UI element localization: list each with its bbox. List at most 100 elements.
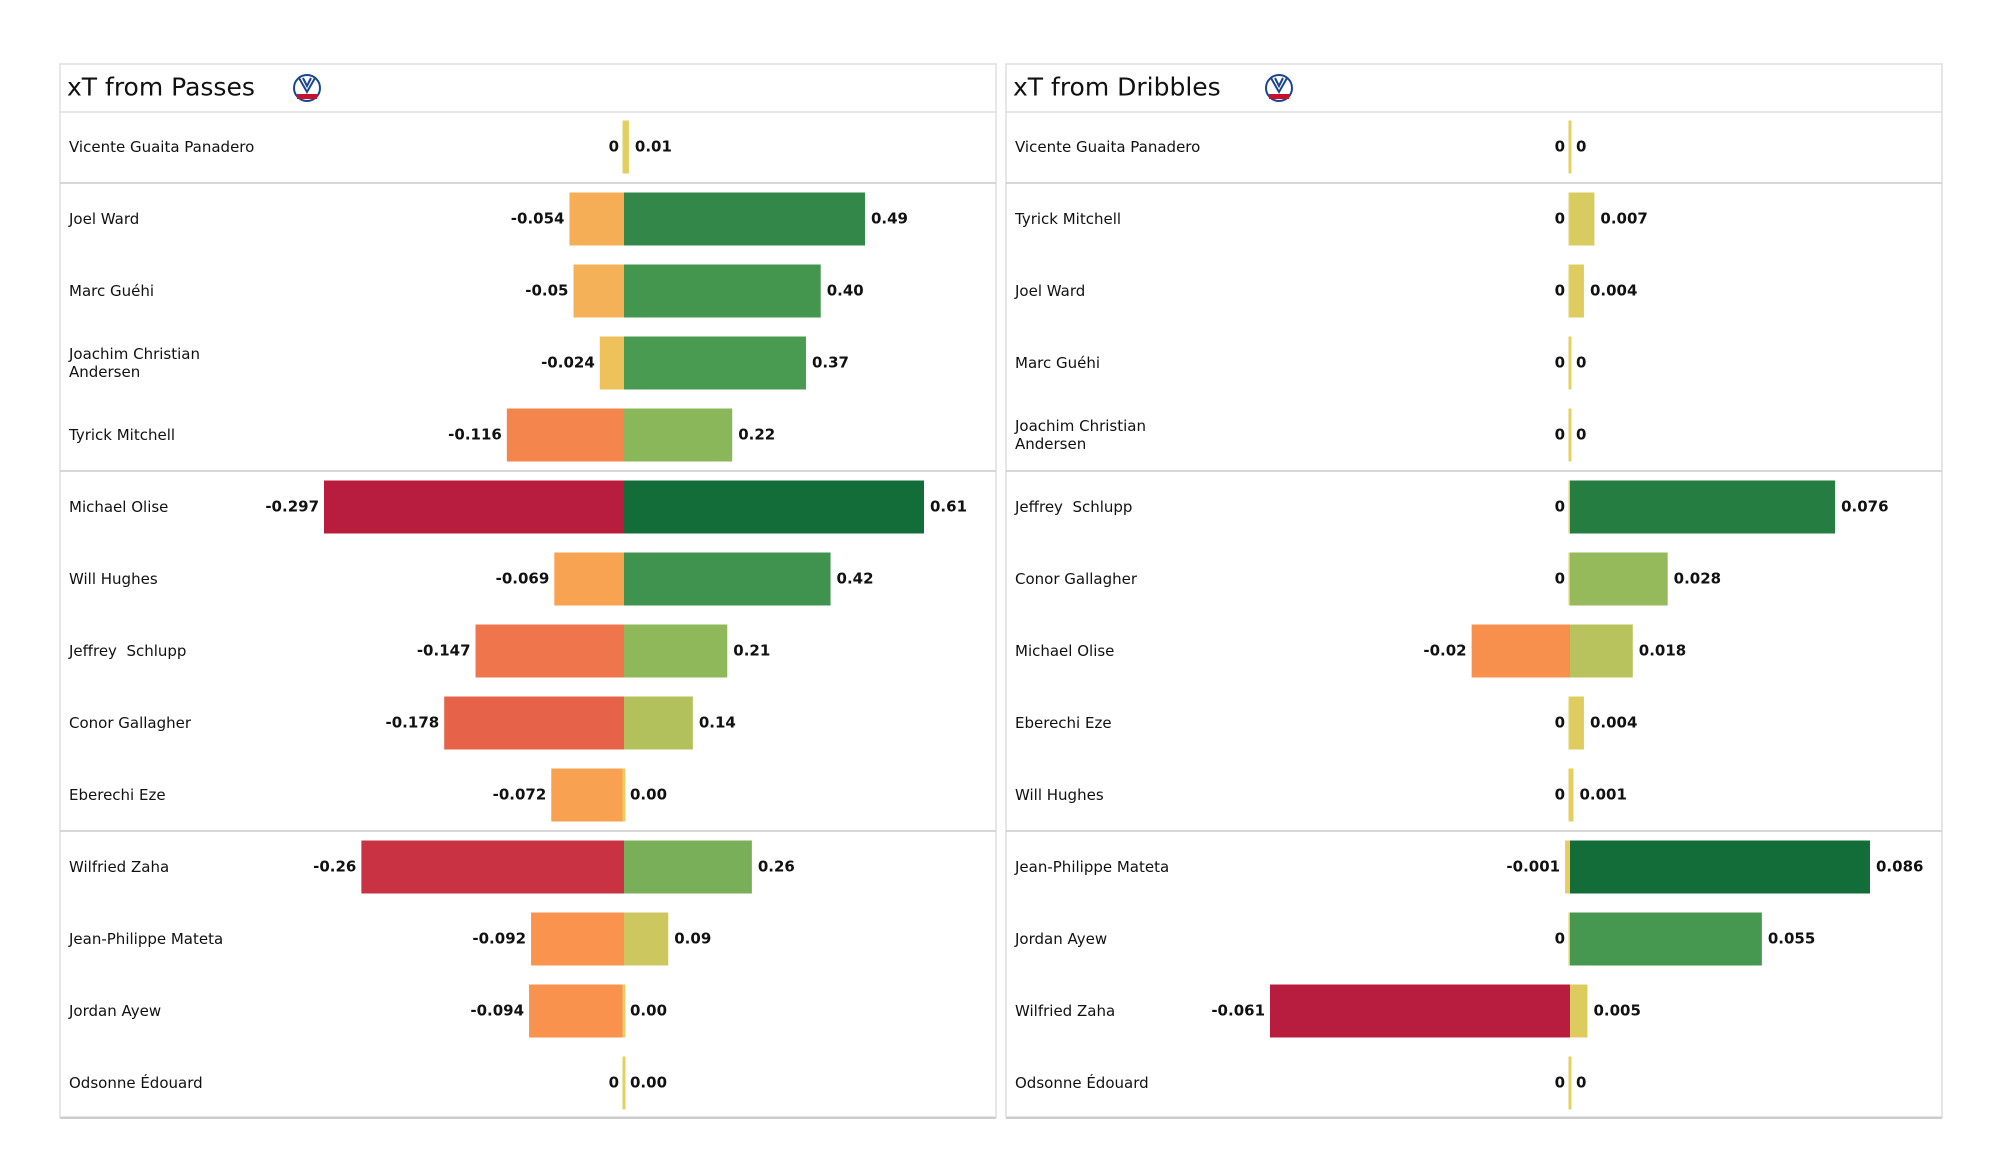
category-label: Eberechi Eze [69,786,166,804]
bar [529,984,624,1038]
value-label: 0.086 [1876,858,1923,876]
value-label: 0 [1555,210,1565,228]
value-label: 0.40 [827,282,864,300]
chart-title: xT from Passes [67,72,255,102]
value-label: -0.147 [417,642,471,660]
bar [624,624,728,678]
category-label: Marc Guéhi [1015,354,1101,372]
value-label: 0 [1576,1074,1586,1092]
bar [444,696,624,750]
value-label: 0 [1576,354,1586,372]
value-label: -0.024 [541,354,595,372]
value-label: -0.061 [1211,1002,1265,1020]
value-label: 0 [1555,426,1565,444]
category-label: Michael Olise [1015,642,1115,660]
value-label: 0 [1555,138,1565,156]
category-label: Jeffrey Schlupp [1015,498,1133,516]
bar [569,192,624,246]
bar [1568,408,1572,462]
value-label: 0.004 [1590,282,1637,300]
category-label: Eberechi Eze [1015,714,1112,732]
bar [324,480,624,534]
bar [624,192,865,246]
category-label: Jeffrey Schlupp [69,642,187,660]
category-label: Marc Guéhi [69,282,155,300]
value-label: 0 [1555,282,1565,300]
value-label: 0 [1555,354,1565,372]
value-label: 0.00 [630,1074,667,1092]
bar [1471,624,1570,678]
bar [624,264,821,318]
value-label: 0.37 [812,354,849,372]
bar [624,480,924,534]
value-label: 0 [1555,498,1565,516]
bar [475,624,624,678]
value-label: -0.02 [1423,642,1466,660]
value-label: -0.094 [470,1002,524,1020]
bar [622,984,626,1038]
category-label: Will Hughes [1015,786,1104,804]
value-label: 0 [1555,930,1565,948]
bar [551,768,624,822]
bar [531,912,624,966]
value-label: 0 [1576,138,1586,156]
value-label: 0.007 [1600,210,1647,228]
value-label: 0.004 [1590,714,1637,732]
value-label: 0.22 [738,426,775,444]
value-label: 0.14 [699,714,736,732]
value-label: 0.001 [1579,786,1626,804]
value-label: 0.00 [630,1002,667,1020]
category-label: Vicente Guaita Panadero [69,138,255,156]
value-label: -0.054 [511,210,565,228]
category-label: Jean-Philippe Mateta [69,930,224,948]
bar [622,768,626,822]
value-label: 0.21 [733,642,770,660]
value-label: -0.072 [493,786,547,804]
value-label: 0 [1555,714,1565,732]
value-label: 0 [609,138,619,156]
value-label: 0 [1555,786,1565,804]
value-label: 0.26 [758,858,795,876]
bar [624,840,752,894]
value-label: 0.018 [1639,642,1686,660]
value-label: 0.49 [871,210,908,228]
chart-title: xT from Dribbles [1013,72,1221,102]
category-label: Joel Ward [1015,282,1086,300]
value-label: 0.055 [1768,930,1815,948]
category-label: Wilfried Zaha [69,858,170,876]
value-label: 0 [1555,1074,1565,1092]
crest [1265,74,1293,102]
value-label: -0.001 [1506,858,1560,876]
bar [1570,552,1668,606]
category-label: Joachim Christian Andersen [69,345,200,381]
value-label: -0.297 [265,498,319,516]
category-label: Wilfried Zaha [1015,1002,1116,1020]
category-label: Tyrick Mitchell [1015,210,1122,228]
bar [624,912,669,966]
bar [1570,192,1595,246]
bar [1570,840,1870,894]
bar [1270,984,1570,1038]
bar [624,120,629,174]
value-label: 0.028 [1674,570,1721,588]
bar [622,1056,626,1110]
category-label: Odsonne Édouard [69,1074,203,1092]
panel-border [1005,63,1943,1118]
bar [1570,984,1588,1038]
category-label: Odsonne Édouard [1015,1074,1149,1092]
bar [1570,624,1633,678]
bar [506,408,624,462]
bar [1565,840,1570,894]
category-label: Conor Gallagher [1015,570,1138,588]
value-label: -0.092 [472,930,526,948]
category-label: Joachim Christian Andersen [1015,417,1146,453]
bar [624,696,693,750]
category-label: Conor Gallagher [69,714,192,732]
value-label: 0 [1555,570,1565,588]
category-label: Joel Ward [69,210,140,228]
bar [1570,696,1584,750]
bar [361,840,624,894]
bar [624,408,733,462]
